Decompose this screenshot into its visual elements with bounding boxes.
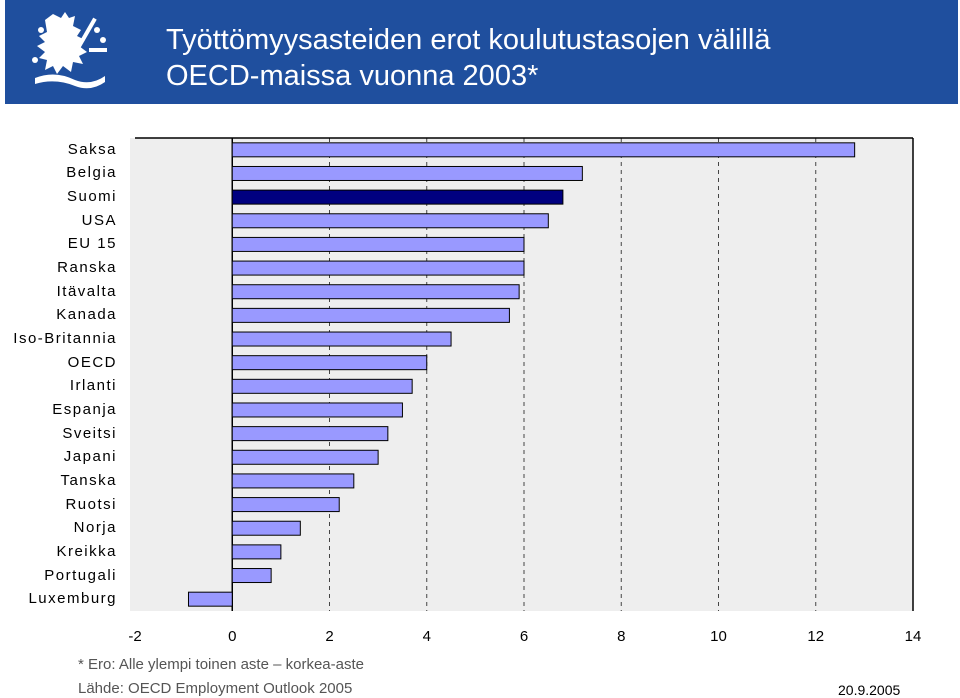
bar-norja [231,520,301,536]
category-label: Japani [63,448,117,466]
bar-espanja [231,402,403,418]
category-label: Ranska [57,259,117,277]
category-label: Kreikka [56,542,117,560]
source-note: Lähde: OECD Employment Outlook 2005 [78,680,353,697]
bar-iso-britannia [231,331,452,347]
header-bar [5,0,958,104]
bar-it-valta [231,284,520,300]
category-label: Saksa [67,140,117,158]
bar-tanska [231,473,355,489]
category-label: Sveitsi [62,424,117,442]
category-label: Irlanti [69,377,117,395]
category-label: EU 15 [67,235,117,253]
bar-kreikka [231,544,282,560]
bar-saksa [231,142,856,158]
bar-belgia [231,165,583,181]
category-label: Portugali [44,566,117,584]
bar-ruotsi [231,497,340,513]
title-line-2: OECD-maissa vuonna 2003* [166,60,539,92]
category-label: USA [81,211,117,229]
category-label: Iso-Britannia [13,330,117,348]
x-tick-label: 6 [519,628,529,645]
bar-usa [231,213,549,229]
x-tick-label: 0 [228,628,237,645]
bar-kanada [231,307,510,323]
bar-japani [231,449,379,465]
footnote: * Ero: Alle ylempi toinen aste – korkea-… [78,656,364,673]
x-tick-label: 4 [422,628,431,645]
bar-suomi [231,189,564,205]
bar-sveitsi [231,426,389,442]
title-line-1: Työttömyysasteiden erot koulutustasojen … [166,24,771,56]
finnish-lion-crest-icon [32,12,107,89]
category-label: Kanada [56,306,117,324]
x-tick-label: 12 [807,628,825,645]
category-label: Norja [73,519,117,537]
category-label: Espanja [52,400,117,418]
category-label: Suomi [66,188,117,206]
x-tick-label: 8 [617,628,626,645]
category-label: Tanska [60,471,117,489]
category-label: Ruotsi [65,495,117,513]
date-label: 20.9.2005 [838,682,901,698]
x-tick-label: -2 [128,628,142,645]
x-tick-label: 10 [710,628,727,645]
logo [5,0,133,104]
category-label: Belgia [66,164,117,182]
bar-oecd [231,355,428,371]
bar-portugali [231,568,272,584]
page-title: Työttömyysasteiden erot koulutustasojen … [166,22,946,94]
category-label: OECD [67,353,117,371]
category-label: Itävalta [56,282,117,300]
category-label: Luxemburg [28,590,117,608]
bar-eu-15 [231,236,525,252]
bar-ranska [231,260,525,276]
bar-irlanti [231,378,413,394]
x-tick-label: 2 [325,628,334,645]
x-tick-label: 14 [904,628,922,645]
bar-luxemburg [187,591,233,607]
